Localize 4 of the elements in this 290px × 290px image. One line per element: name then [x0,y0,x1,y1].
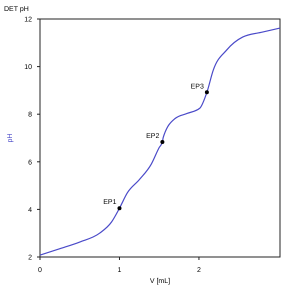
point [160,140,164,144]
point [204,90,209,94]
point [117,206,122,210]
line-series [39,27,281,256]
